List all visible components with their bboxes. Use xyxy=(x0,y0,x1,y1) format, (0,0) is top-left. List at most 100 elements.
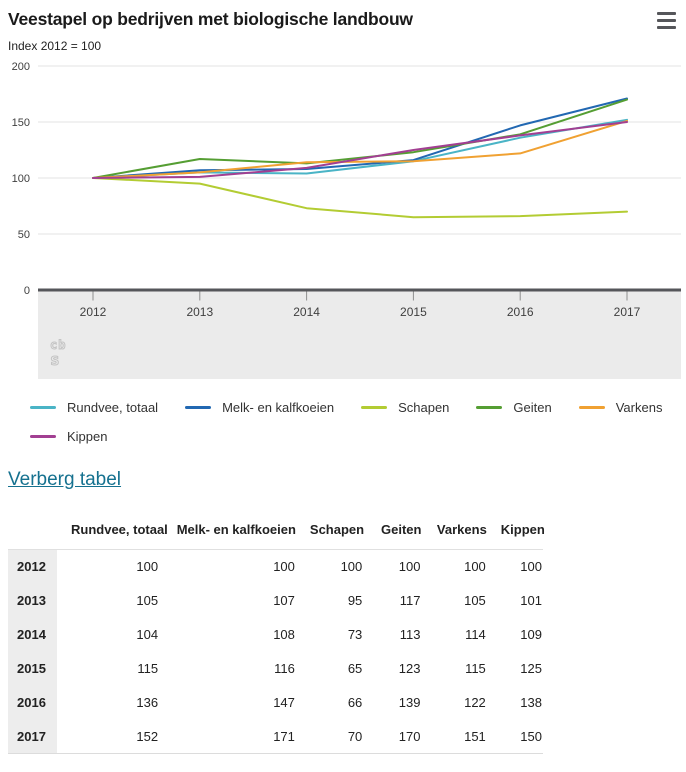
legend-item-schapen[interactable]: Schapen xyxy=(361,400,449,415)
table-cell: 114 xyxy=(465,627,486,642)
chart-subtitle: Index 2012 = 100 xyxy=(8,39,102,53)
series-line-schapen xyxy=(92,177,628,219)
row-year-header: 2016 xyxy=(8,685,57,720)
legend-swatch xyxy=(476,406,503,409)
table-cell: 100 xyxy=(340,559,363,575)
x-axis-label: 2016 xyxy=(507,305,534,319)
legend-swatch xyxy=(578,406,605,409)
table-cell: 100 xyxy=(398,559,421,575)
legend-item-varkens[interactable]: Varkens xyxy=(578,400,662,415)
table-cell: 73 xyxy=(347,627,363,642)
table-row: 2016 136 147 66 139 122 138 xyxy=(8,685,543,720)
chart-legend: Rundvee, totaal Melk- en kalfkoeien Schape… xyxy=(0,400,686,444)
table-cell: 150 xyxy=(486,719,543,754)
table-cell: 105 xyxy=(136,593,159,608)
series-line-melk-en-kalfkoeien xyxy=(92,97,628,179)
toggle-table-link[interactable]: Verberg tabel xyxy=(8,469,122,490)
y-axis-label: 100 xyxy=(12,173,30,185)
table-row: 2012 100 100 100 100 100 100 xyxy=(8,549,543,584)
series-line-varkens xyxy=(92,119,628,179)
legend-swatch xyxy=(30,435,56,438)
legend-label: Kippen xyxy=(67,429,108,444)
table-cell: 115 xyxy=(137,661,159,676)
menu-bar xyxy=(657,12,676,16)
table-row: 2015 115 116 65 123 115 125 xyxy=(8,651,543,686)
hamburger-menu-icon[interactable] xyxy=(657,12,676,29)
column-header: Melk- en kalfkoeien xyxy=(159,514,296,550)
x-axis-line xyxy=(38,288,681,292)
table-row: 2014 104 108 73 113 114 109 xyxy=(8,617,543,652)
table-row: 2013 105 107 95 117 105 101 xyxy=(8,583,543,618)
x-axis-tick xyxy=(306,291,308,301)
x-axis-tick xyxy=(199,291,201,301)
table-cell: 147 xyxy=(273,695,295,710)
table-cell: 123 xyxy=(398,661,421,676)
table-cell: 65 xyxy=(347,661,363,676)
table-cell: 66 xyxy=(347,695,363,710)
x-axis-label: 2014 xyxy=(293,305,320,319)
legend-swatch xyxy=(185,406,212,409)
cbs-logo: s xyxy=(50,350,60,369)
chart-title: Veestapel op bedrijven met biologische l… xyxy=(8,9,413,29)
table-cell: 101 xyxy=(520,593,542,608)
table-cell: 171 xyxy=(159,719,296,754)
table-cell: 70 xyxy=(295,719,364,754)
column-header: Varkens xyxy=(421,514,487,550)
table-cell: 100 xyxy=(136,559,159,575)
line-chart: 0 50 100 150 200 2012 2013 2014 2015 2016 2017 cbs xyxy=(12,61,681,379)
table-cell: 109 xyxy=(520,627,542,642)
table-cell: 115 xyxy=(465,661,486,676)
column-header: Rundvee, totaal xyxy=(57,514,168,550)
row-year-header: 2017 xyxy=(8,719,57,754)
menu-bar xyxy=(657,18,676,23)
table-cell: 117 xyxy=(399,593,421,608)
table-cell: 100 xyxy=(273,559,295,575)
table-cell: 151 xyxy=(421,719,487,754)
x-axis-label: 2013 xyxy=(186,305,213,319)
y-axis-label: 200 xyxy=(12,61,30,73)
table-cell: 122 xyxy=(464,695,486,710)
legend-label: Melk- en kalfkoeien xyxy=(222,400,335,415)
table-cell: 136 xyxy=(136,695,159,710)
table-cell: 108 xyxy=(273,627,295,642)
x-axis-tick xyxy=(412,291,414,301)
table-cell: 116 xyxy=(274,661,295,676)
x-axis-label: 2017 xyxy=(614,305,641,319)
legend-item-melk-en-kalfkoeien[interactable]: Melk- en kalfkoeien xyxy=(185,400,334,415)
row-year-header: 2013 xyxy=(8,583,57,618)
cbs-logo: cb xyxy=(50,338,66,352)
table-cell: 113 xyxy=(399,627,421,642)
table-cell: 107 xyxy=(273,593,295,608)
table-cell: 139 xyxy=(398,695,421,710)
legend-item-kippen[interactable]: Kippen xyxy=(30,429,107,444)
x-axis-tick xyxy=(92,291,94,301)
y-axis-label: 50 xyxy=(18,229,30,241)
table-cell: 105 xyxy=(464,593,486,608)
table-cell: 170 xyxy=(363,719,422,754)
table-cell: 125 xyxy=(520,661,542,676)
legend-label: Schapen xyxy=(398,400,450,415)
legend-item-rundvee-totaal[interactable]: Rundvee, totaal xyxy=(30,400,158,415)
column-header: Kippen xyxy=(486,514,545,550)
table-cell: 152 xyxy=(57,719,160,754)
table-row: 2017 152 171 70 170 151 150 xyxy=(8,719,543,754)
data-table: Rundvee, totaal Melk- en kalfkoeien Schape… xyxy=(8,514,545,754)
table-cell: 100 xyxy=(520,559,542,575)
series-line-rundvee-totaal xyxy=(92,118,628,179)
legend-label: Rundvee, totaal xyxy=(67,400,159,415)
legend-item-geiten[interactable]: Geiten xyxy=(476,400,552,415)
legend-swatch xyxy=(30,406,56,409)
row-year-header: 2015 xyxy=(8,651,57,686)
legend-swatch xyxy=(361,406,388,409)
series-line-geiten xyxy=(92,98,628,179)
y-axis-label: 150 xyxy=(12,117,30,129)
y-axis-label: 0 xyxy=(24,285,30,297)
x-axis-label: 2015 xyxy=(400,305,427,319)
x-axis-label: 2012 xyxy=(80,305,107,319)
table-cell: 138 xyxy=(520,695,542,710)
menu-bar xyxy=(657,25,676,29)
series-line-kippen xyxy=(92,121,628,179)
row-year-header: 2014 xyxy=(8,617,57,652)
column-header: Geiten xyxy=(363,514,422,550)
